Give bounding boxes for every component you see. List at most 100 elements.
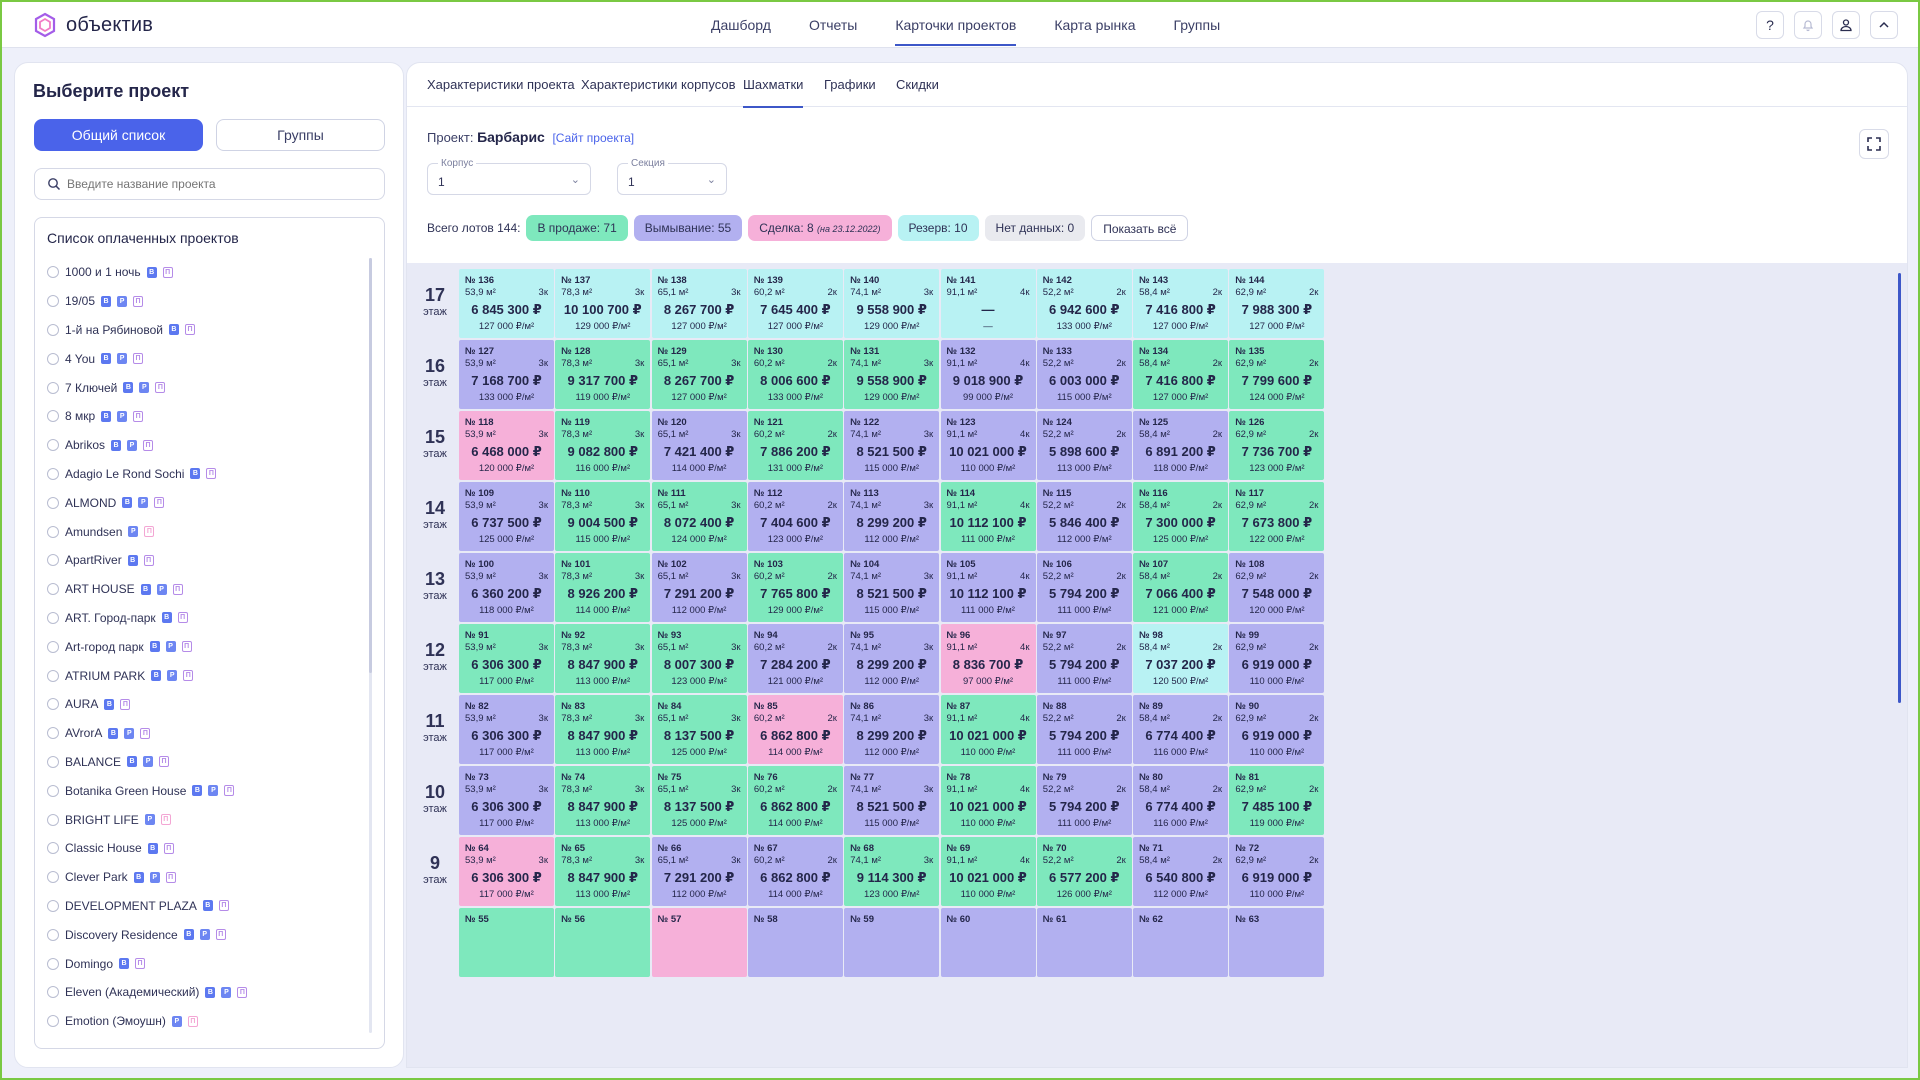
filter-deal[interactable]: Сделка: 8 (на 23.12.2022) <box>748 215 892 241</box>
apartment-cell[interactable]: № 99 62,9 м² 2к 6 919 000 ₽ 110 000 ₽/м² <box>1229 624 1325 693</box>
apartment-cell[interactable]: № 95 74,1 м² 3к 8 299 200 ₽ 112 000 ₽/м² <box>844 624 940 693</box>
apartment-cell[interactable]: № 55 <box>459 908 554 977</box>
apartment-cell[interactable]: № 89 58,4 м² 2к 6 774 400 ₽ 116 000 ₽/м² <box>1133 695 1229 764</box>
apartment-cell[interactable]: № 143 58,4 м² 2к 7 416 800 ₽ 127 000 ₽/м² <box>1133 269 1229 338</box>
apartment-cell[interactable]: № 101 78,3 м² 3к 8 926 200 ₽ 114 000 ₽/м² <box>555 553 651 622</box>
apartment-cell[interactable]: № 123 91,1 м² 4к 10 021 000 ₽ 110 000 ₽/м² <box>940 411 1036 480</box>
apartment-cell[interactable]: № 94 60,2 м² 2к 7 284 200 ₽ 121 000 ₽/м² <box>747 624 843 693</box>
apartment-cell[interactable]: № 119 78,3 м² 3к 9 082 800 ₽ 116 000 ₽/м² <box>555 411 651 480</box>
radio-icon[interactable] <box>47 727 59 740</box>
project-list-item[interactable]: BALANCE B P П <box>47 748 367 777</box>
apartment-cell[interactable]: № 112 60,2 м² 2к 7 404 600 ₽ 123 000 ₽/м² <box>747 482 843 551</box>
apartment-cell[interactable]: № 144 62,9 м² 2к 7 988 300 ₽ 127 000 ₽/м² <box>1229 269 1325 338</box>
project-list-item[interactable]: AVrorA B P П <box>47 719 367 748</box>
apartment-cell[interactable]: № 126 62,9 м² 2к 7 736 700 ₽ 123 000 ₽/м² <box>1229 411 1325 480</box>
filter-nodata[interactable]: Нет данных: 0 <box>984 215 1086 241</box>
apartment-cell[interactable]: № 78 91,1 м² 4к 10 021 000 ₽ 110 000 ₽/м² <box>940 766 1036 835</box>
apartment-cell[interactable]: № 64 53,9 м² 3к 6 306 300 ₽ 117 000 ₽/м² <box>459 837 554 906</box>
radio-icon[interactable] <box>47 410 59 423</box>
apartment-cell[interactable]: № 86 74,1 м² 3к 8 299 200 ₽ 112 000 ₽/м² <box>844 695 940 764</box>
apartment-cell[interactable]: № 81 62,9 м² 2к 7 485 100 ₽ 119 000 ₽/м² <box>1229 766 1325 835</box>
apartment-cell[interactable]: № 133 52,2 м² 2к 6 003 000 ₽ 115 000 ₽/м² <box>1036 340 1132 409</box>
apartment-cell[interactable]: № 63 <box>1229 908 1325 977</box>
radio-icon[interactable] <box>47 871 59 884</box>
project-list-item[interactable]: 19/05 B P П <box>47 287 367 316</box>
apartment-cell[interactable]: № 108 62,9 м² 2к 7 548 000 ₽ 120 000 ₽/м² <box>1229 553 1325 622</box>
radio-icon[interactable] <box>47 698 59 711</box>
radio-icon[interactable] <box>47 554 59 567</box>
apartment-cell[interactable]: № 131 74,1 м² 3к 9 558 900 ₽ 129 000 ₽/м² <box>844 340 940 409</box>
radio-icon[interactable] <box>47 842 59 855</box>
apartment-cell[interactable]: № 69 91,1 м² 4к 10 021 000 ₽ 110 000 ₽/м² <box>940 837 1036 906</box>
apartment-cell[interactable]: № 120 65,1 м² 3к 7 421 400 ₽ 114 000 ₽/м² <box>651 411 747 480</box>
apartment-cell[interactable]: № 142 52,2 м² 2к 6 942 600 ₽ 133 000 ₽/м² <box>1036 269 1132 338</box>
apartment-cell[interactable]: № 71 58,4 м² 2к 6 540 800 ₽ 112 000 ₽/м² <box>1133 837 1229 906</box>
filter-reserve[interactable]: Резерв: 10 <box>897 215 979 241</box>
apartment-cell[interactable]: № 104 74,1 м² 3к 8 521 500 ₽ 115 000 ₽/м² <box>844 553 940 622</box>
apartment-cell[interactable]: № 66 65,1 м² 3к 7 291 200 ₽ 112 000 ₽/м² <box>651 837 747 906</box>
project-list-item[interactable]: Eleven (Академический) B P П <box>47 978 367 1007</box>
apartment-cell[interactable]: № 113 74,1 м² 3к 8 299 200 ₽ 112 000 ₽/м² <box>844 482 940 551</box>
project-list-item[interactable]: DEVELOPMENT PLAZA B П <box>47 892 367 921</box>
logo[interactable]: объектив <box>32 12 153 38</box>
project-list-item[interactable]: Emotion (Эмоушн) P П <box>47 1007 367 1036</box>
apartment-cell[interactable]: № 72 62,9 м² 2к 6 919 000 ₽ 110 000 ₽/м² <box>1229 837 1325 906</box>
apartment-cell[interactable]: № 79 52,2 м² 2к 5 794 200 ₽ 111 000 ₽/м² <box>1036 766 1132 835</box>
apartment-cell[interactable]: № 103 60,2 м² 2к 7 765 800 ₽ 129 000 ₽/м² <box>747 553 843 622</box>
apartment-cell[interactable]: № 88 52,2 м² 2к 5 794 200 ₽ 111 000 ₽/м² <box>1036 695 1132 764</box>
project-list-item[interactable]: Abrikos B P П <box>47 431 367 460</box>
radio-icon[interactable] <box>47 583 59 596</box>
apartment-cell[interactable]: № 58 <box>747 908 843 977</box>
project-list-item[interactable]: ART. Город-парк B П <box>47 604 367 633</box>
apartment-cell[interactable]: № 132 91,1 м² 4к 9 018 900 ₽ 99 000 ₽/м² <box>940 340 1036 409</box>
project-list-item[interactable]: ATRIUM PARK B P П <box>47 661 367 690</box>
project-list-item[interactable]: Classic House B П <box>47 834 367 863</box>
apartment-cell[interactable]: № 139 60,2 м² 2к 7 645 400 ₽ 127 000 ₽/м² <box>747 269 843 338</box>
apartment-cell[interactable]: № 68 74,1 м² 3к 9 114 300 ₽ 123 000 ₽/м² <box>844 837 940 906</box>
apartment-cell[interactable]: № 93 65,1 м² 3к 8 007 300 ₽ 123 000 ₽/м² <box>651 624 747 693</box>
apartment-cell[interactable]: № 83 78,3 м² 3к 8 847 900 ₽ 113 000 ₽/м² <box>555 695 651 764</box>
apartment-cell[interactable]: № 100 53,9 м² 3к 6 360 200 ₽ 118 000 ₽/м² <box>459 553 554 622</box>
radio-icon[interactable] <box>47 525 59 538</box>
apartment-cell[interactable]: № 134 58,4 м² 2к 7 416 800 ₽ 127 000 ₽/м² <box>1133 340 1229 409</box>
project-list-item[interactable]: Clever Park B P П <box>47 863 367 892</box>
radio-icon[interactable] <box>47 755 59 768</box>
radio-icon[interactable] <box>47 986 59 999</box>
apartment-cell[interactable]: № 118 53,9 м² 3к 6 468 000 ₽ 120 000 ₽/м² <box>459 411 554 480</box>
radio-icon[interactable] <box>47 899 59 912</box>
radio-icon[interactable] <box>47 813 59 826</box>
list-scrollbar-thumb[interactable] <box>369 258 372 673</box>
board-scrollbar[interactable] <box>1898 273 1901 703</box>
apartment-cell[interactable]: № 80 58,4 м² 2к 6 774 400 ₽ 116 000 ₽/м² <box>1133 766 1229 835</box>
apartment-cell[interactable]: № 82 53,9 м² 3к 6 306 300 ₽ 117 000 ₽/м² <box>459 695 554 764</box>
radio-icon[interactable] <box>47 352 59 365</box>
apartment-cell[interactable]: № 121 60,2 м² 2к 7 886 200 ₽ 131 000 ₽/м² <box>747 411 843 480</box>
radio-icon[interactable] <box>47 295 59 308</box>
nav-item[interactable]: Группы <box>1173 17 1221 33</box>
apartment-cell[interactable]: № 70 52,2 м² 2к 6 577 200 ₽ 126 000 ₽/м² <box>1036 837 1132 906</box>
apartment-cell[interactable]: № 138 65,1 м² 3к 8 267 700 ₽ 127 000 ₽/м² <box>651 269 747 338</box>
apartment-cell[interactable]: № 90 62,9 м² 2к 6 919 000 ₽ 110 000 ₽/м² <box>1229 695 1325 764</box>
nav-item[interactable]: Отчеты <box>808 17 858 33</box>
project-list-item[interactable]: Art-город парк B P П <box>47 632 367 661</box>
groups-button[interactable]: Группы <box>216 119 385 151</box>
project-list-item[interactable]: ART HOUSE B P П <box>47 575 367 604</box>
project-list-item[interactable]: 4 You B P П <box>47 344 367 373</box>
apartment-cell[interactable]: № 75 65,1 м² 3к 8 137 500 ₽ 125 000 ₽/м² <box>651 766 747 835</box>
project-list-item[interactable]: 1000 и 1 ночь B П <box>47 258 367 287</box>
project-list-item[interactable]: 1-й на Рябиновой B П <box>47 316 367 345</box>
radio-icon[interactable] <box>47 957 59 970</box>
apartment-cell[interactable]: № 115 52,2 м² 2к 5 846 400 ₽ 112 000 ₽/м² <box>1036 482 1132 551</box>
tab[interactable]: Графики <box>824 77 876 92</box>
radio-icon[interactable] <box>47 266 59 279</box>
apartment-cell[interactable]: № 122 74,1 м² 3к 8 521 500 ₽ 115 000 ₽/м² <box>844 411 940 480</box>
apartment-cell[interactable]: № 59 <box>844 908 940 977</box>
filter-sale[interactable]: В продаже: 71 <box>526 215 628 241</box>
apartment-cell[interactable]: № 84 65,1 м² 3к 8 137 500 ₽ 125 000 ₽/м² <box>651 695 747 764</box>
project-list-item[interactable]: Adagio Le Rond Sochi B П <box>47 460 367 489</box>
apartment-cell[interactable]: № 91 53,9 м² 3к 6 306 300 ₽ 117 000 ₽/м² <box>459 624 554 693</box>
radio-icon[interactable] <box>47 1015 59 1028</box>
tab[interactable]: Характеристики проекта <box>427 77 575 92</box>
project-list-item[interactable]: Domingo B П <box>47 949 367 978</box>
apartment-cell[interactable]: № 85 60,2 м² 2к 6 862 800 ₽ 114 000 ₽/м² <box>747 695 843 764</box>
